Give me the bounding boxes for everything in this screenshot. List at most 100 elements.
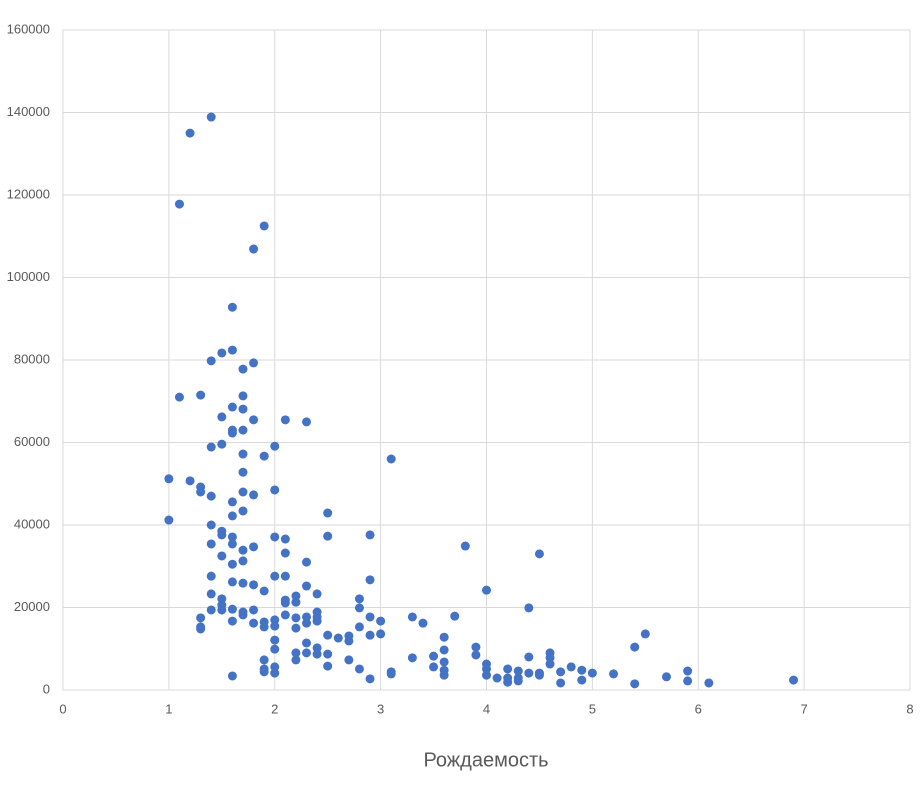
point (238, 578, 248, 588)
point (227, 671, 237, 681)
point (270, 621, 280, 631)
y-tick-label: 80000 (14, 351, 50, 366)
x-tick-label: 5 (589, 701, 596, 716)
point (460, 541, 470, 551)
point (545, 653, 555, 663)
y-tick-label: 120000 (7, 186, 50, 201)
point (471, 650, 481, 660)
point (185, 476, 195, 486)
point (238, 467, 248, 477)
point (450, 611, 460, 621)
point (323, 630, 333, 640)
point (524, 603, 534, 613)
point (683, 676, 693, 686)
point (196, 613, 206, 623)
point (312, 589, 322, 599)
point (376, 629, 386, 639)
point (354, 594, 364, 604)
point (249, 358, 259, 368)
point (174, 199, 184, 209)
point (789, 675, 799, 685)
point (217, 551, 227, 561)
point (206, 589, 216, 599)
point (312, 649, 322, 659)
point (556, 667, 566, 677)
x-tick-label: 1 (165, 701, 172, 716)
point (270, 662, 280, 672)
point (270, 532, 280, 542)
point (270, 615, 280, 625)
point (513, 676, 523, 686)
point (270, 485, 280, 495)
point (227, 511, 237, 521)
point (259, 451, 269, 461)
point (471, 642, 481, 652)
point (217, 439, 227, 449)
point (291, 648, 301, 658)
point (439, 670, 449, 680)
point (206, 605, 216, 615)
point (545, 659, 555, 669)
y-tick-label: 160000 (7, 21, 50, 36)
point (259, 622, 269, 632)
point (354, 622, 364, 632)
point (630, 679, 640, 689)
point (439, 632, 449, 642)
point (376, 616, 386, 626)
point (249, 618, 259, 628)
point (365, 612, 375, 622)
point (630, 642, 640, 652)
point (270, 441, 280, 451)
point (556, 678, 566, 688)
point (227, 559, 237, 569)
point (291, 613, 301, 623)
point (534, 670, 544, 680)
point (249, 490, 259, 500)
point (365, 530, 375, 540)
y-tick-label: 100000 (7, 269, 50, 284)
point (302, 581, 312, 591)
point (534, 549, 544, 559)
point (238, 556, 248, 566)
point (238, 425, 248, 435)
point (312, 616, 322, 626)
point (206, 112, 216, 122)
point (227, 577, 237, 587)
point (164, 474, 174, 484)
point (577, 665, 587, 675)
point (249, 415, 259, 425)
point (640, 629, 650, 639)
point (238, 545, 248, 555)
point (323, 661, 333, 671)
point (280, 415, 290, 425)
point (365, 630, 375, 640)
y-tick-label: 60000 (14, 434, 50, 449)
point (587, 668, 597, 678)
point (259, 667, 269, 677)
point (407, 653, 417, 663)
point (302, 557, 312, 567)
point (270, 635, 280, 645)
point (503, 664, 513, 674)
point (365, 674, 375, 684)
x-tick-label: 7 (801, 701, 808, 716)
point (524, 668, 534, 678)
point (238, 487, 248, 497)
x-axis-label: Рождаемость (423, 749, 548, 771)
y-tick-label: 140000 (7, 104, 50, 119)
point (429, 651, 439, 661)
point (482, 664, 491, 674)
x-tick-label: 8 (906, 701, 913, 716)
y-tick-label: 20000 (14, 599, 50, 614)
point (238, 449, 248, 459)
point (354, 664, 364, 674)
point (683, 666, 693, 676)
point (280, 610, 290, 620)
point (323, 531, 333, 541)
point (302, 638, 312, 648)
y-tick-label: 0 (43, 681, 50, 696)
point (418, 618, 428, 628)
point (333, 633, 343, 643)
point (217, 605, 227, 615)
point (249, 244, 259, 254)
